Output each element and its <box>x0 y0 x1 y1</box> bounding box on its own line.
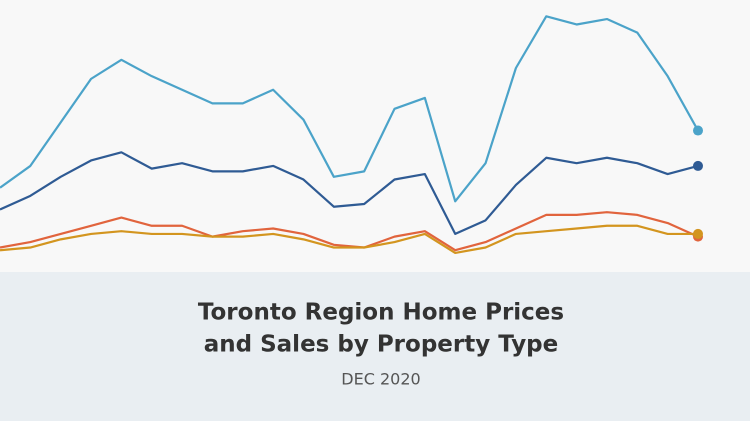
end-dot <box>693 228 703 239</box>
chart-title: Toronto Region Home Prices <box>198 300 564 326</box>
end-dot <box>693 160 703 171</box>
series-line <box>0 15 699 203</box>
end-dot <box>693 125 703 136</box>
series-line <box>0 151 699 236</box>
series-line <box>0 224 698 255</box>
chart-subtitle: DEC 2020 <box>341 370 420 389</box>
series-line <box>0 211 699 252</box>
chart-title: and Sales by Property Type <box>204 332 559 358</box>
caption-panel <box>0 272 750 421</box>
